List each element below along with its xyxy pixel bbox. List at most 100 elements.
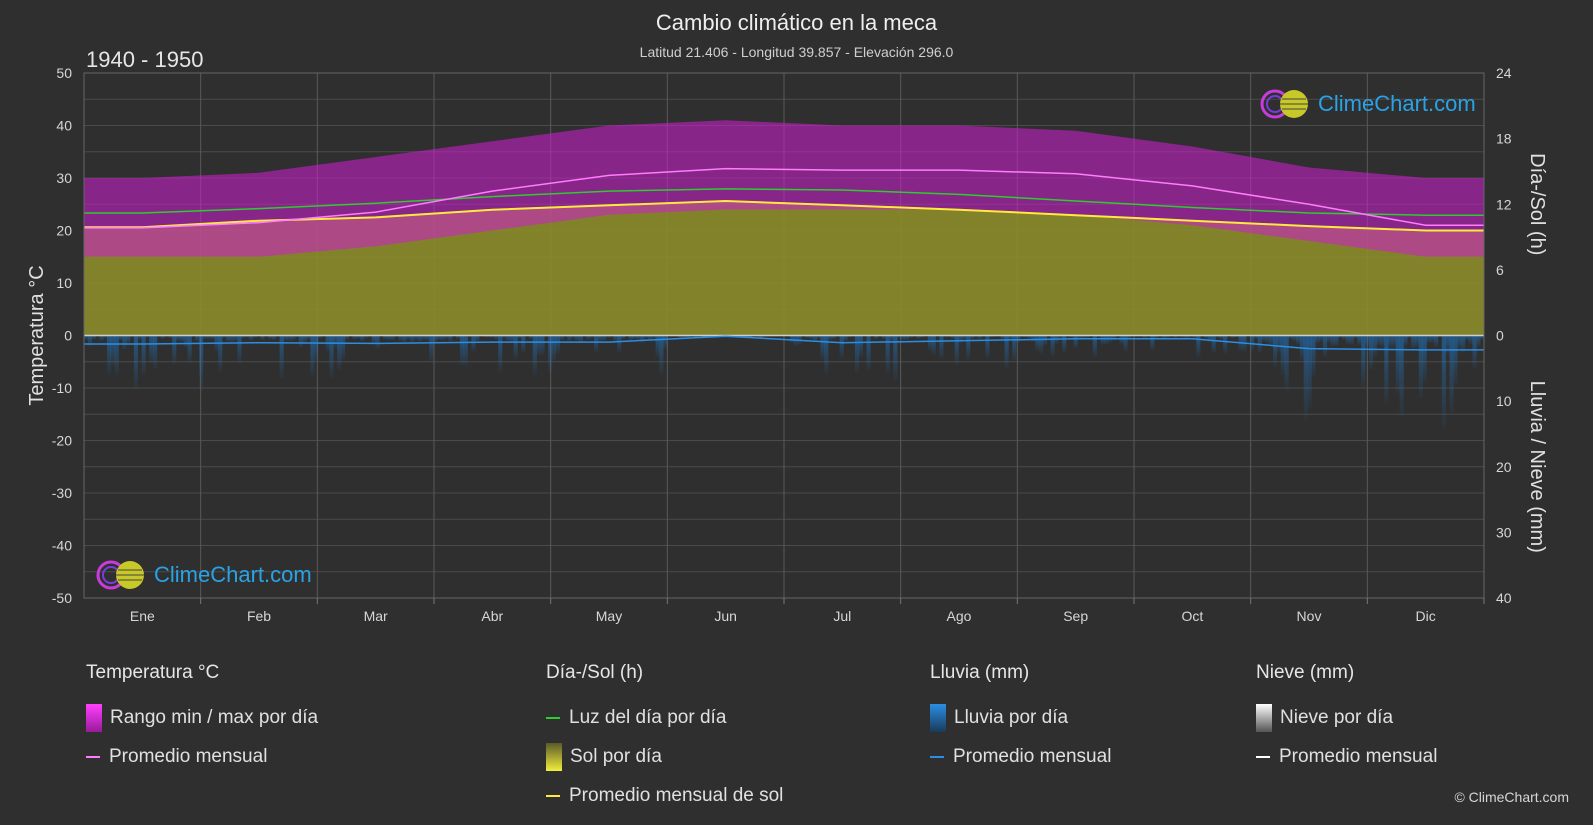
y3-tick-label: 20 (1496, 459, 1512, 475)
rain-bar (1403, 335, 1408, 346)
rain-bar (559, 335, 564, 341)
rain-bar (517, 335, 522, 339)
rain-bar (241, 335, 246, 339)
rain-bar (1326, 335, 1331, 343)
rain-bar (1380, 335, 1385, 347)
legend-label: Rango min / max por día (110, 706, 319, 728)
rain-bar (187, 335, 192, 364)
x-tick-label: Dic (1416, 608, 1436, 624)
rain-bar (613, 335, 618, 342)
snow-swatch (1256, 703, 1272, 732)
rain-bar (1476, 335, 1481, 347)
rain-bar (759, 335, 764, 339)
rain-bar (989, 335, 994, 338)
rain-bar (1207, 335, 1212, 343)
rain-bar (617, 335, 622, 353)
rain-bar (340, 335, 346, 360)
rain-bar (605, 335, 610, 338)
rain-bar (463, 335, 468, 367)
rain-bar (1123, 335, 1128, 351)
logo-top[interactable]: ClimeChart.com (1258, 87, 1476, 121)
rain-bar (540, 335, 545, 355)
rain-bar (985, 335, 990, 358)
rain-bar (1219, 335, 1224, 340)
rain-bar (126, 335, 131, 344)
rain-bar (1399, 335, 1404, 417)
rain-bar (1027, 335, 1032, 339)
rain-bar (1319, 335, 1324, 342)
rain-bar (283, 335, 288, 341)
rain-bar (1449, 335, 1454, 413)
rain-bar (1334, 335, 1339, 347)
rain-bar (831, 335, 837, 340)
rain-bar (471, 335, 476, 352)
rain-bar (287, 335, 292, 341)
rain-bar (966, 335, 971, 360)
logo-bottom[interactable]: ClimeChart.com (94, 558, 312, 592)
rain-bar (433, 335, 438, 344)
rain-bar (1372, 335, 1377, 357)
rain-avg-line (84, 335, 1484, 351)
rain-bar (99, 335, 104, 341)
rain-bar (1407, 335, 1412, 339)
rain-bar (636, 335, 641, 340)
rain-bar (808, 335, 814, 340)
y-tick-label: 50 (56, 65, 72, 81)
y-tick-label: -20 (52, 433, 72, 449)
legend-heading: Nieve (mm) (1256, 662, 1355, 683)
rain-bar (1081, 335, 1086, 339)
x-tick-label: Sep (1063, 608, 1088, 624)
legend-label: Luz del día por día (569, 706, 727, 728)
rain-bar (900, 335, 906, 341)
rain-bar (1204, 335, 1209, 339)
rain-bar (229, 335, 234, 343)
rain-bar (1150, 335, 1155, 350)
rain-bar (947, 335, 952, 338)
legend-label: Sol por día (570, 745, 662, 767)
legend-rain: Lluvia (mm) Lluvia por día Promedio mens… (930, 662, 1111, 776)
rain-bar (1430, 335, 1435, 343)
rain-bar (1437, 335, 1443, 338)
rain-bar (881, 335, 886, 339)
logo-text: ClimeChart.com (1318, 91, 1476, 116)
rain-bar (218, 335, 223, 373)
rain-bar (130, 335, 135, 338)
rain-bar (1058, 335, 1063, 339)
rain-bar (931, 335, 936, 356)
rain-bar (84, 335, 89, 341)
rain-bar (1391, 335, 1397, 348)
rain-bar (225, 335, 231, 342)
rain-bar (294, 335, 300, 338)
rain-bar (682, 335, 687, 338)
rain-bar (640, 335, 645, 343)
rain-bar (1019, 335, 1025, 338)
x-tick-label: Mar (364, 608, 388, 624)
rain-bar (298, 335, 303, 348)
rain-bar (456, 335, 461, 339)
rain-bar (337, 335, 342, 370)
rain-bar (444, 335, 449, 340)
rain-bar (206, 335, 211, 340)
rain-bar (1012, 335, 1017, 361)
rain-bar (567, 335, 572, 342)
rain-bar (156, 335, 162, 338)
y2-tick-label: 0 (1496, 328, 1504, 344)
rain-bar (1023, 335, 1028, 338)
rain-bar (889, 335, 894, 343)
rain-bar (1411, 335, 1416, 349)
rain-bar (1280, 335, 1285, 375)
legend-label: Promedio mensual (109, 745, 268, 767)
rain-bar (91, 335, 96, 340)
rain-bar (1457, 335, 1462, 350)
legend-item-temp-range: Rango min / max por día (86, 698, 318, 737)
y-tick-label: 30 (56, 170, 72, 186)
rain-bar (172, 335, 177, 365)
legend-item-daylight: Luz del día por día (546, 698, 783, 737)
rain-bar (291, 335, 296, 341)
rain-bar (590, 335, 595, 338)
rain-bar (398, 335, 403, 341)
rain-swatch (930, 703, 946, 732)
rain-bar (874, 335, 879, 340)
rain-bar (962, 335, 967, 340)
y3-tick-label: 30 (1496, 524, 1512, 540)
